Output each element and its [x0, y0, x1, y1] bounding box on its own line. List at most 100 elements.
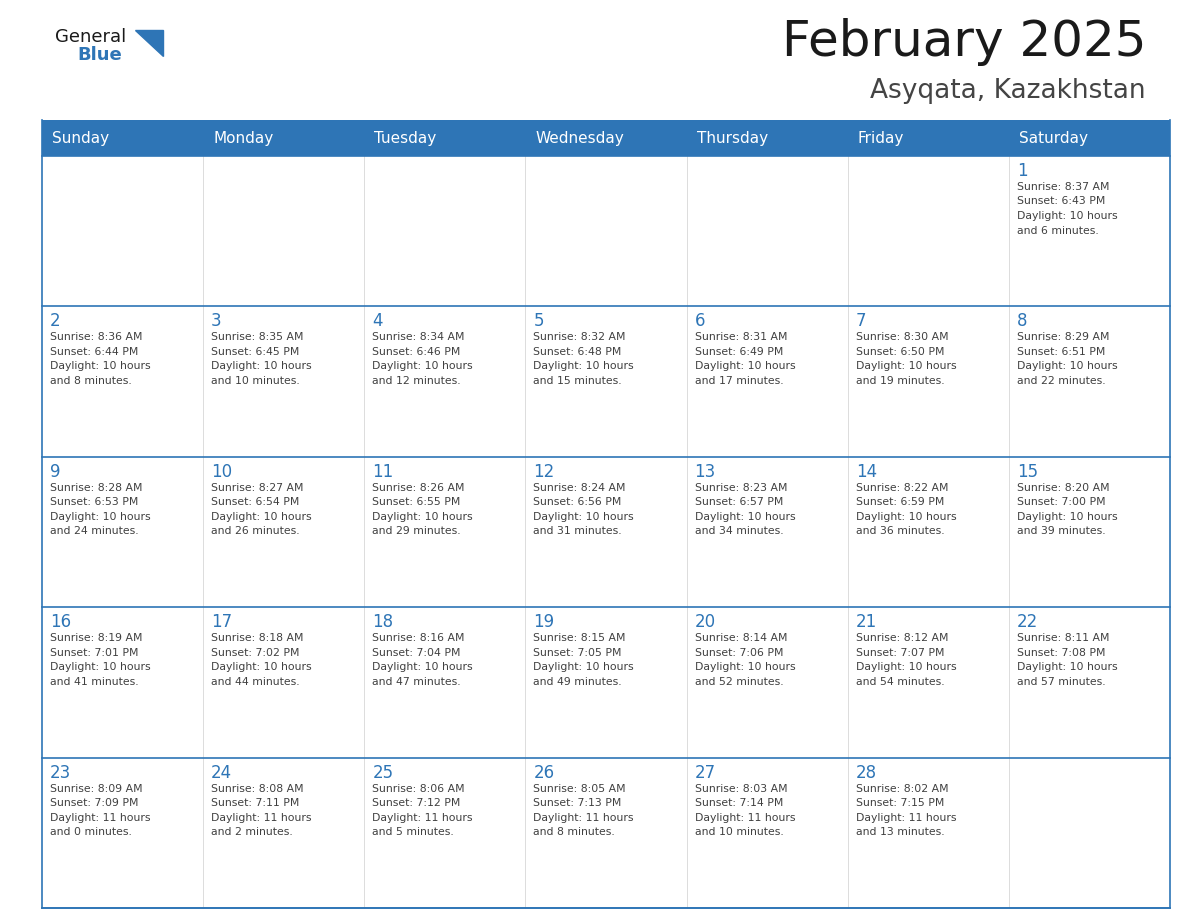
Text: Sunset: 6:50 PM: Sunset: 6:50 PM [855, 347, 944, 357]
Text: Daylight: 10 hours: Daylight: 10 hours [211, 662, 311, 672]
Text: Sunrise: 8:20 AM: Sunrise: 8:20 AM [1017, 483, 1110, 493]
Text: Daylight: 11 hours: Daylight: 11 hours [211, 812, 311, 823]
Text: 19: 19 [533, 613, 555, 632]
Text: Sunrise: 8:22 AM: Sunrise: 8:22 AM [855, 483, 948, 493]
Text: and 10 minutes.: and 10 minutes. [695, 827, 783, 837]
Text: Daylight: 10 hours: Daylight: 10 hours [1017, 211, 1118, 221]
Text: and 22 minutes.: and 22 minutes. [1017, 375, 1106, 386]
Text: and 52 minutes.: and 52 minutes. [695, 677, 783, 687]
Text: Sunset: 6:51 PM: Sunset: 6:51 PM [1017, 347, 1105, 357]
Text: and 24 minutes.: and 24 minutes. [50, 526, 139, 536]
Text: 20: 20 [695, 613, 715, 632]
Text: 13: 13 [695, 463, 716, 481]
Text: Sunrise: 8:08 AM: Sunrise: 8:08 AM [211, 784, 304, 793]
Text: Sunset: 6:56 PM: Sunset: 6:56 PM [533, 498, 621, 508]
Text: Sunrise: 8:16 AM: Sunrise: 8:16 AM [372, 633, 465, 644]
Text: and 2 minutes.: and 2 minutes. [211, 827, 293, 837]
Text: 3: 3 [211, 312, 222, 330]
Text: Sunset: 6:55 PM: Sunset: 6:55 PM [372, 498, 461, 508]
Text: Sunrise: 8:37 AM: Sunrise: 8:37 AM [1017, 182, 1110, 192]
Polygon shape [135, 30, 163, 56]
Text: Daylight: 10 hours: Daylight: 10 hours [855, 512, 956, 521]
Text: 1: 1 [1017, 162, 1028, 180]
Text: Sunset: 6:45 PM: Sunset: 6:45 PM [211, 347, 299, 357]
Text: Sunset: 7:04 PM: Sunset: 7:04 PM [372, 648, 461, 657]
Text: 9: 9 [50, 463, 61, 481]
Text: and 0 minutes.: and 0 minutes. [50, 827, 132, 837]
Text: and 17 minutes.: and 17 minutes. [695, 375, 783, 386]
Text: and 8 minutes.: and 8 minutes. [50, 375, 132, 386]
Text: Sunset: 7:13 PM: Sunset: 7:13 PM [533, 798, 621, 808]
Text: Sunset: 7:15 PM: Sunset: 7:15 PM [855, 798, 944, 808]
Text: and 8 minutes.: and 8 minutes. [533, 827, 615, 837]
Text: and 26 minutes.: and 26 minutes. [211, 526, 299, 536]
Text: 24: 24 [211, 764, 233, 781]
Text: Sunrise: 8:12 AM: Sunrise: 8:12 AM [855, 633, 948, 644]
Text: Daylight: 10 hours: Daylight: 10 hours [855, 362, 956, 372]
Text: and 6 minutes.: and 6 minutes. [1017, 226, 1099, 236]
Text: Sunrise: 8:02 AM: Sunrise: 8:02 AM [855, 784, 948, 793]
Text: Sunset: 6:46 PM: Sunset: 6:46 PM [372, 347, 461, 357]
Text: and 44 minutes.: and 44 minutes. [211, 677, 299, 687]
Text: Sunset: 7:07 PM: Sunset: 7:07 PM [855, 648, 944, 657]
Text: 25: 25 [372, 764, 393, 781]
Text: Tuesday: Tuesday [374, 130, 436, 145]
Text: Daylight: 10 hours: Daylight: 10 hours [372, 662, 473, 672]
Text: and 15 minutes.: and 15 minutes. [533, 375, 623, 386]
Text: and 36 minutes.: and 36 minutes. [855, 526, 944, 536]
Text: and 57 minutes.: and 57 minutes. [1017, 677, 1106, 687]
Text: Sunrise: 8:18 AM: Sunrise: 8:18 AM [211, 633, 304, 644]
Text: Sunrise: 8:29 AM: Sunrise: 8:29 AM [1017, 332, 1110, 342]
Text: Daylight: 11 hours: Daylight: 11 hours [695, 812, 795, 823]
Text: Daylight: 10 hours: Daylight: 10 hours [695, 362, 795, 372]
Text: Sunset: 7:01 PM: Sunset: 7:01 PM [50, 648, 139, 657]
Text: and 10 minutes.: and 10 minutes. [211, 375, 299, 386]
Text: Sunrise: 8:32 AM: Sunrise: 8:32 AM [533, 332, 626, 342]
Text: Sunday: Sunday [52, 130, 109, 145]
Text: 23: 23 [50, 764, 71, 781]
Text: Sunset: 6:43 PM: Sunset: 6:43 PM [1017, 196, 1105, 207]
Text: Daylight: 10 hours: Daylight: 10 hours [695, 512, 795, 521]
Text: Sunrise: 8:05 AM: Sunrise: 8:05 AM [533, 784, 626, 793]
Text: Asyqata, Kazakhstan: Asyqata, Kazakhstan [871, 78, 1146, 104]
Text: 11: 11 [372, 463, 393, 481]
Bar [42, 120, 1170, 156]
Text: Sunset: 7:14 PM: Sunset: 7:14 PM [695, 798, 783, 808]
Text: 26: 26 [533, 764, 555, 781]
Text: Sunset: 7:09 PM: Sunset: 7:09 PM [50, 798, 139, 808]
Text: 28: 28 [855, 764, 877, 781]
Text: Daylight: 10 hours: Daylight: 10 hours [372, 362, 473, 372]
Text: Sunset: 7:05 PM: Sunset: 7:05 PM [533, 648, 623, 657]
Text: and 34 minutes.: and 34 minutes. [695, 526, 783, 536]
Text: Daylight: 11 hours: Daylight: 11 hours [372, 812, 473, 823]
Text: February 2025: February 2025 [782, 18, 1146, 66]
Text: and 19 minutes.: and 19 minutes. [855, 375, 944, 386]
Text: Daylight: 10 hours: Daylight: 10 hours [533, 512, 634, 521]
Text: Sunset: 6:53 PM: Sunset: 6:53 PM [50, 498, 138, 508]
Text: Daylight: 10 hours: Daylight: 10 hours [50, 512, 151, 521]
Text: Sunrise: 8:31 AM: Sunrise: 8:31 AM [695, 332, 788, 342]
Text: 6: 6 [695, 312, 704, 330]
Text: Sunset: 7:06 PM: Sunset: 7:06 PM [695, 648, 783, 657]
Text: Sunrise: 8:30 AM: Sunrise: 8:30 AM [855, 332, 948, 342]
Text: Daylight: 10 hours: Daylight: 10 hours [533, 662, 634, 672]
Text: and 41 minutes.: and 41 minutes. [50, 677, 139, 687]
Text: Daylight: 11 hours: Daylight: 11 hours [855, 812, 956, 823]
Text: Daylight: 11 hours: Daylight: 11 hours [50, 812, 151, 823]
Text: Sunrise: 8:24 AM: Sunrise: 8:24 AM [533, 483, 626, 493]
Text: 27: 27 [695, 764, 715, 781]
Text: Sunset: 7:11 PM: Sunset: 7:11 PM [211, 798, 299, 808]
Text: General: General [55, 28, 126, 46]
Text: Sunrise: 8:06 AM: Sunrise: 8:06 AM [372, 784, 465, 793]
Text: 16: 16 [50, 613, 71, 632]
Text: and 39 minutes.: and 39 minutes. [1017, 526, 1106, 536]
Text: 10: 10 [211, 463, 233, 481]
Text: 12: 12 [533, 463, 555, 481]
Text: and 31 minutes.: and 31 minutes. [533, 526, 623, 536]
Text: Friday: Friday [858, 130, 904, 145]
Text: Sunset: 6:49 PM: Sunset: 6:49 PM [695, 347, 783, 357]
Text: 8: 8 [1017, 312, 1028, 330]
Text: and 5 minutes.: and 5 minutes. [372, 827, 454, 837]
Text: Sunrise: 8:28 AM: Sunrise: 8:28 AM [50, 483, 143, 493]
Text: Blue: Blue [77, 46, 121, 64]
